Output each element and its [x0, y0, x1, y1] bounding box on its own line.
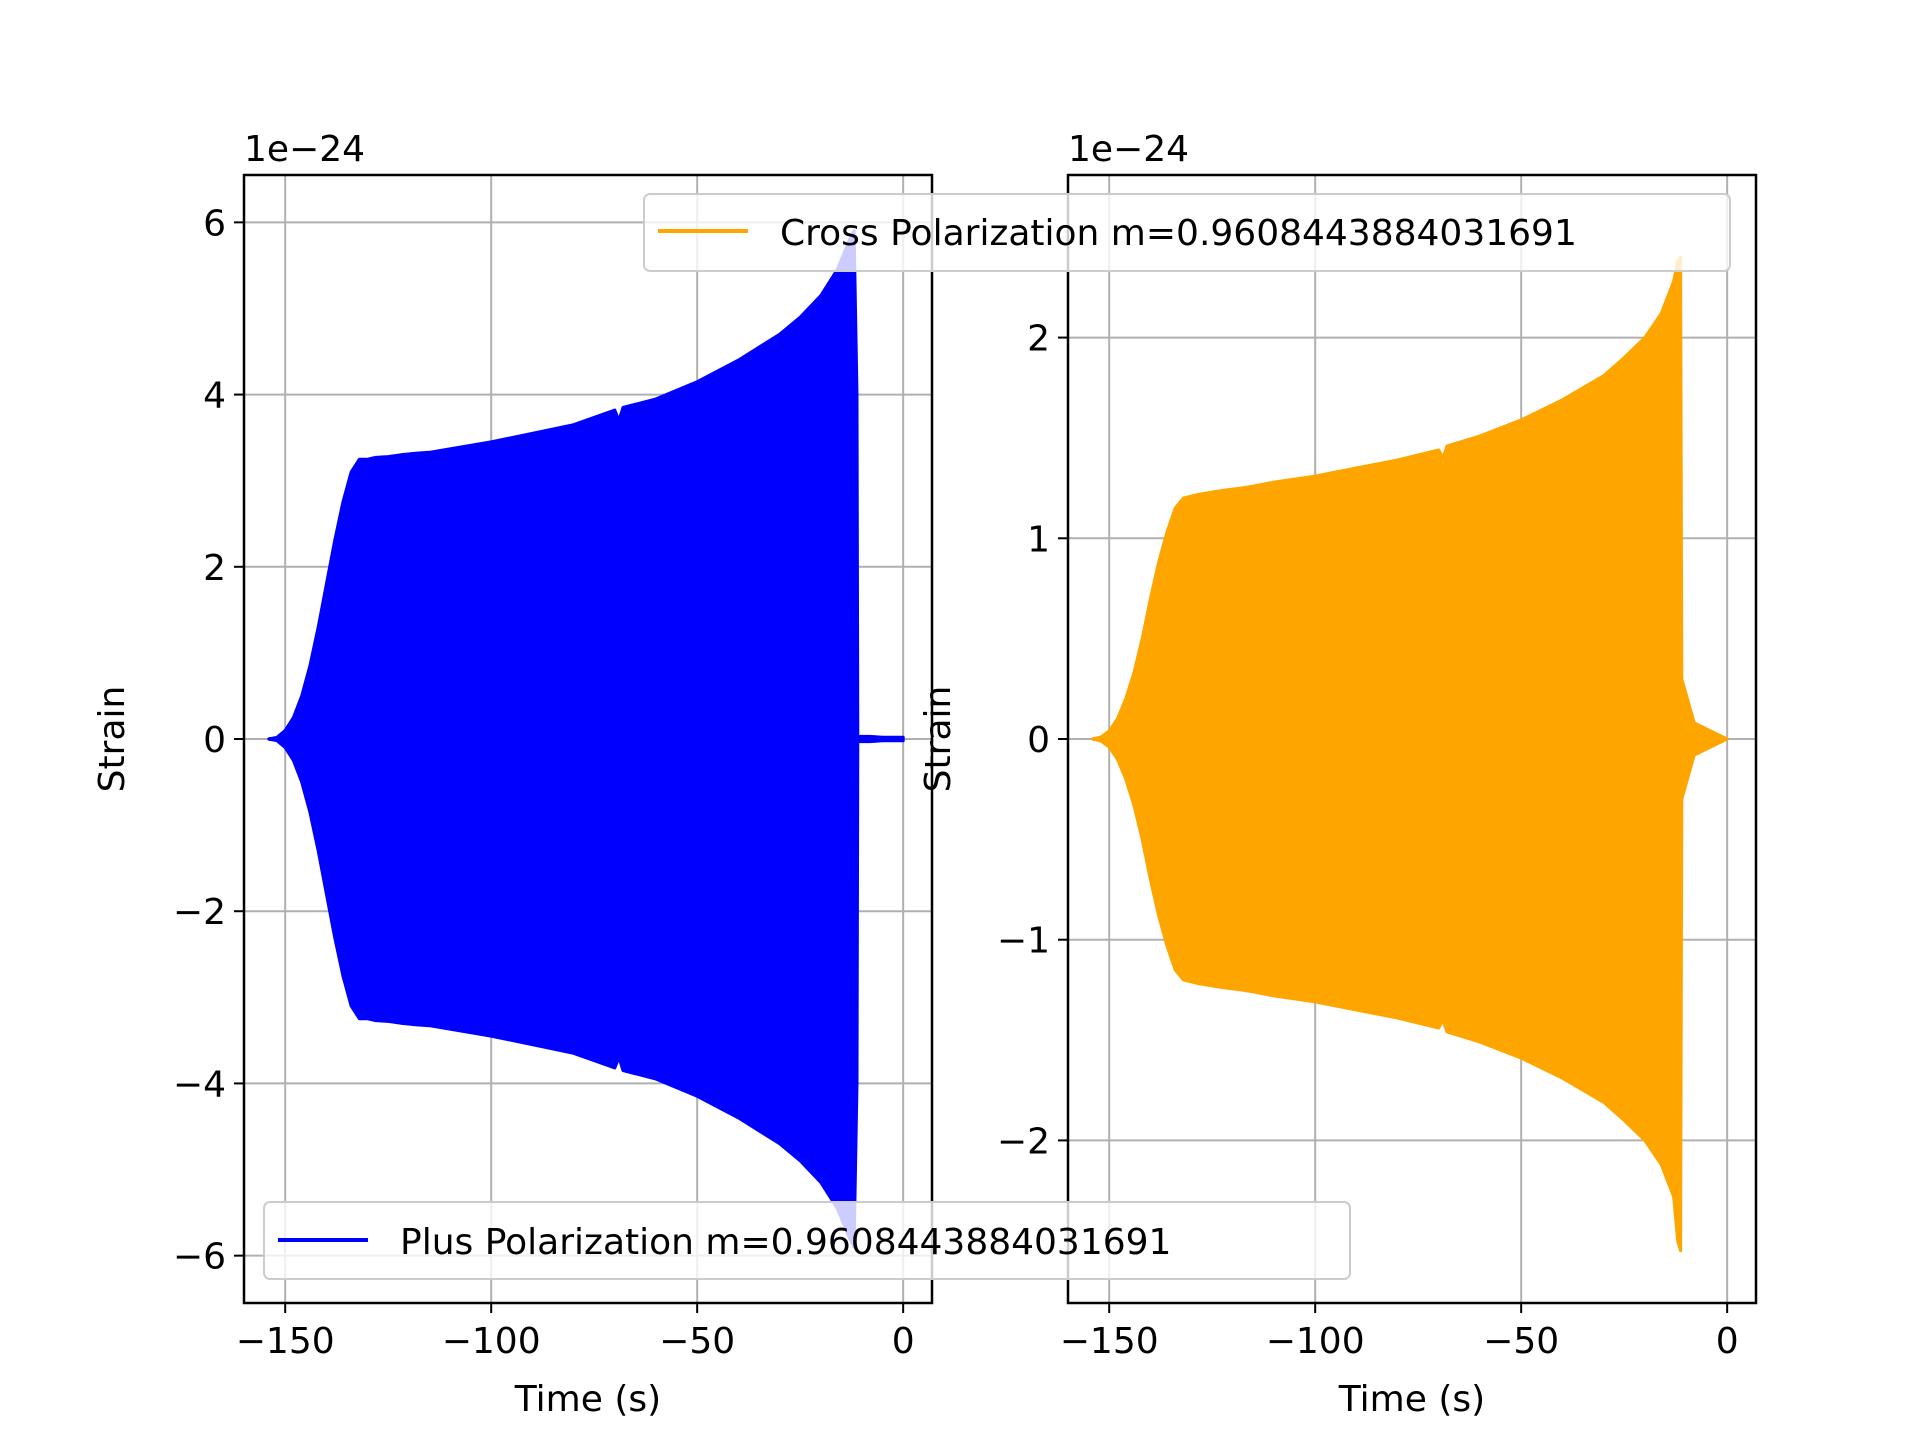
plus-x-tick-label: −100 [442, 1321, 541, 1362]
cross-x-tick-label: −100 [1266, 1321, 1365, 1362]
plus-y-tick-label: 0 [203, 720, 226, 761]
plus-y-tick-label: −6 [173, 1237, 226, 1278]
cross-y-tick-label: −2 [997, 1121, 1050, 1162]
plus-legend-label: Plus Polarization m=0.9608443884031691 [400, 1222, 1171, 1263]
cross-x-ticks: −150 −100 −50 0 [1060, 1303, 1739, 1362]
cross-y-tick-label: 1 [1027, 519, 1050, 560]
plus-x-tick-label: −150 [236, 1321, 335, 1362]
cross-x-tick-label: 0 [1716, 1321, 1739, 1362]
cross-x-tick-label: −50 [1483, 1321, 1559, 1362]
cross-y-ticks: −2 −1 0 1 2 [997, 319, 1068, 1162]
cross-polarization-subplot: −150 −100 −50 0 −2 −1 0 1 2 1e−24 Time (s) Stra… [918, 129, 1758, 1420]
cross-waveform-band [1091, 255, 1729, 1253]
plus-y-ticks: −6 −4 −2 0 2 4 6 [173, 203, 244, 1278]
cross-waveform [1091, 255, 1729, 1253]
cross-y-tick-label: −1 [997, 921, 1050, 962]
cross-y-tick-label: 0 [1027, 720, 1050, 761]
plus-x-tick-label: 0 [892, 1321, 915, 1362]
plus-legend: Plus Polarization m=0.9608443884031691 [263, 1201, 1351, 1280]
cross-y-axis-label: Strain [918, 686, 959, 793]
plus-legend-box [263, 1201, 1351, 1280]
plus-waveform [267, 229, 905, 1249]
plus-y-tick-label: −2 [173, 892, 226, 933]
cross-y-tick-label: 2 [1027, 319, 1050, 360]
plus-y-tick-label: −4 [173, 1064, 226, 1105]
cross-legend-label: Cross Polarization m=0.9608443884031691 [780, 213, 1577, 254]
plus-y-tick-label: 2 [203, 548, 226, 589]
plus-y-axis-label: Strain [92, 686, 133, 793]
cross-legend-box [643, 193, 1731, 272]
plus-x-tick-label: −50 [659, 1321, 735, 1362]
plus-polarization-subplot: −150 −100 −50 0 −6 −4 −2 0 2 4 6 1e−24 Time (s) S… [92, 129, 934, 1420]
plus-y-tick-label: 6 [203, 203, 226, 244]
plus-offset-text: 1e−24 [244, 129, 365, 170]
cross-offset-text: 1e−24 [1068, 129, 1189, 170]
plus-x-axis-label: Time (s) [514, 1379, 661, 1420]
plus-y-tick-label: 4 [203, 376, 226, 417]
cross-x-axis-label: Time (s) [1338, 1379, 1485, 1420]
cross-legend: Cross Polarization m=0.9608443884031691 [643, 193, 1731, 272]
plus-x-ticks: −150 −100 −50 0 [236, 1303, 915, 1362]
cross-x-tick-label: −150 [1060, 1321, 1159, 1362]
